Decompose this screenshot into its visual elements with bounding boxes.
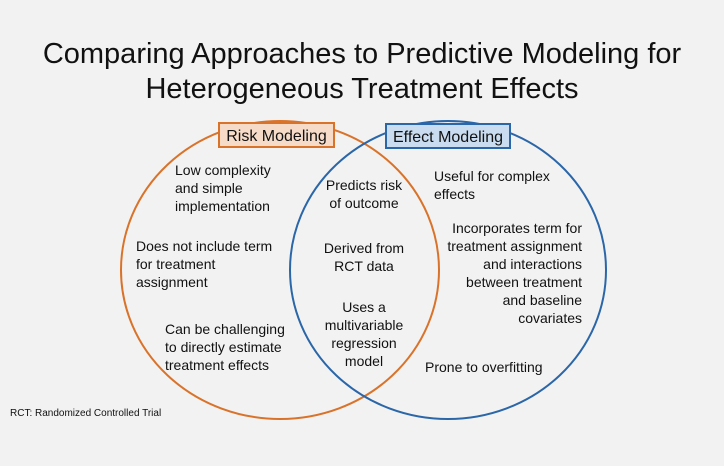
shared-item-predicts-risk: Predicts risk of outcome: [325, 177, 403, 211]
risk-item-complexity: Low complexity and simple implementation: [175, 162, 271, 214]
risk-item-challenging: Can be challenging to directly estimate …: [165, 321, 285, 373]
diagram-title-line-1: Comparing Approaches to Predictive Model…: [42, 38, 682, 70]
effect-modeling-label: Effect Modeling: [385, 123, 511, 149]
effect-item-complex-effects: Useful for complex effects: [434, 168, 550, 202]
footnote: RCT: Randomized Controlled Trial: [10, 408, 162, 419]
risk-modeling-circle: [120, 120, 440, 420]
shared-item-rct-data: Derived from RCT data: [323, 240, 405, 274]
effect-item-incorporates-term: Incorporates term for treatment assignme…: [447, 220, 582, 326]
diagram-title-line-2: Heterogeneous Treatment Effects: [145, 73, 579, 105]
effect-modeling-circle: [289, 120, 607, 420]
shared-item-regression: Uses a multivariable regression model: [324, 299, 404, 369]
effect-item-overfitting: Prone to overfitting: [425, 359, 543, 375]
risk-modeling-label: Risk Modeling: [218, 122, 335, 148]
risk-item-no-treatment-term: Does not include term for treatment assi…: [136, 238, 273, 290]
